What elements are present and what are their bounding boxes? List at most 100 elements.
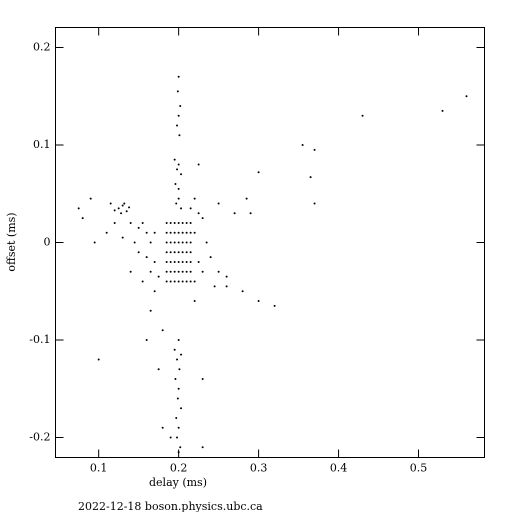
point bbox=[197, 163, 200, 166]
point bbox=[149, 270, 152, 273]
point bbox=[177, 114, 180, 117]
point bbox=[89, 197, 92, 200]
point bbox=[169, 231, 172, 234]
point bbox=[193, 197, 196, 200]
point bbox=[149, 309, 152, 312]
point bbox=[189, 251, 192, 254]
point bbox=[153, 231, 156, 234]
x-tick-label: 0.3 bbox=[250, 462, 268, 475]
point bbox=[176, 168, 179, 171]
point bbox=[197, 212, 200, 215]
point bbox=[185, 221, 188, 224]
x-tick-label: 0.1 bbox=[90, 462, 108, 475]
point bbox=[165, 261, 168, 264]
point bbox=[309, 176, 312, 179]
point bbox=[173, 221, 176, 224]
point bbox=[201, 217, 204, 220]
point bbox=[169, 270, 172, 273]
point bbox=[181, 270, 184, 273]
point bbox=[177, 261, 180, 264]
point bbox=[179, 104, 182, 107]
point bbox=[157, 368, 160, 371]
point bbox=[177, 231, 180, 234]
point bbox=[301, 143, 304, 146]
point bbox=[177, 339, 180, 342]
point bbox=[217, 202, 220, 205]
point bbox=[149, 241, 152, 244]
point bbox=[153, 261, 156, 264]
y-tick-label: -0.1 bbox=[29, 333, 50, 346]
point bbox=[213, 285, 216, 288]
point bbox=[113, 221, 116, 224]
point bbox=[176, 397, 179, 400]
point bbox=[185, 251, 188, 254]
point bbox=[177, 251, 180, 254]
point bbox=[161, 329, 164, 332]
point bbox=[180, 407, 183, 410]
point bbox=[313, 148, 316, 151]
point bbox=[145, 231, 148, 234]
point bbox=[181, 231, 184, 234]
point bbox=[177, 241, 180, 244]
point bbox=[177, 221, 180, 224]
point bbox=[175, 202, 178, 205]
point bbox=[217, 270, 220, 273]
point bbox=[121, 236, 124, 239]
point bbox=[165, 251, 168, 254]
point bbox=[201, 270, 204, 273]
point bbox=[233, 212, 236, 215]
point bbox=[137, 251, 140, 254]
point bbox=[177, 451, 180, 454]
point bbox=[137, 226, 140, 229]
point bbox=[176, 436, 179, 439]
point bbox=[173, 241, 176, 244]
point bbox=[193, 280, 196, 283]
point bbox=[173, 231, 176, 234]
point bbox=[197, 261, 200, 264]
point bbox=[177, 387, 180, 390]
point bbox=[177, 75, 180, 78]
y-tick-label: -0.2 bbox=[29, 431, 50, 444]
point bbox=[225, 285, 228, 288]
point bbox=[153, 290, 156, 293]
point bbox=[120, 212, 123, 215]
point bbox=[169, 280, 172, 283]
point bbox=[225, 275, 228, 278]
point bbox=[181, 251, 184, 254]
y-axis-label: offset (ms) bbox=[5, 212, 18, 271]
point bbox=[161, 426, 164, 429]
point bbox=[176, 124, 179, 127]
point bbox=[178, 368, 181, 371]
point bbox=[189, 207, 192, 210]
point bbox=[175, 417, 178, 420]
point bbox=[123, 202, 126, 205]
point bbox=[178, 134, 181, 137]
point bbox=[185, 270, 188, 273]
point bbox=[241, 290, 244, 293]
point bbox=[245, 197, 248, 200]
point bbox=[176, 90, 179, 93]
point bbox=[121, 204, 124, 207]
point bbox=[169, 241, 172, 244]
point bbox=[77, 207, 80, 210]
point bbox=[179, 446, 182, 449]
point bbox=[165, 280, 168, 283]
y-tick-label: 0.2 bbox=[33, 40, 51, 53]
point bbox=[173, 158, 176, 161]
point bbox=[181, 221, 184, 224]
point bbox=[189, 231, 192, 234]
point bbox=[129, 221, 132, 224]
point bbox=[205, 241, 208, 244]
point bbox=[177, 187, 180, 190]
point bbox=[157, 275, 160, 278]
point bbox=[441, 109, 444, 112]
point bbox=[189, 241, 192, 244]
point bbox=[257, 300, 260, 303]
point bbox=[173, 251, 176, 254]
point bbox=[165, 221, 168, 224]
point bbox=[193, 231, 196, 234]
point bbox=[129, 270, 132, 273]
point bbox=[209, 256, 212, 259]
point bbox=[189, 270, 192, 273]
x-tick-label: 0.2 bbox=[170, 462, 188, 475]
